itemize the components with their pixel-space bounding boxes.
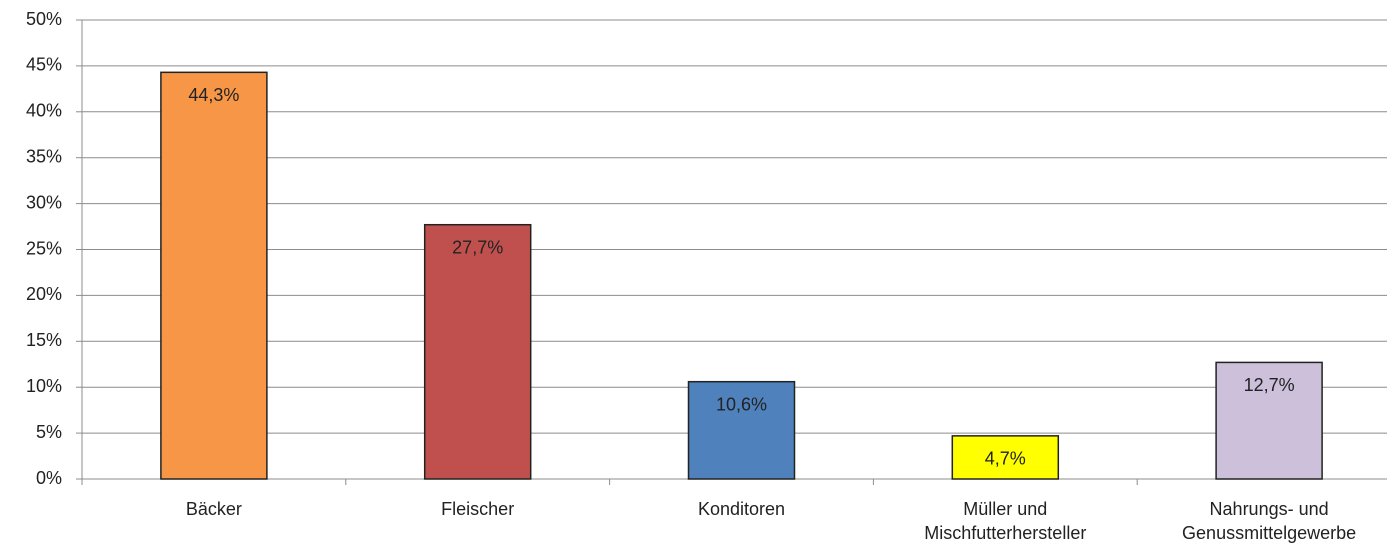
bar	[160, 71, 268, 480]
y-tick-label: 30%	[26, 192, 62, 212]
value-label: 44,3%	[188, 85, 239, 105]
bar	[687, 380, 796, 480]
y-tick-label: 50%	[26, 9, 62, 29]
x-tick-label: Fleischer	[441, 499, 515, 519]
y-tick-label: 0%	[36, 468, 62, 488]
bar	[1215, 361, 1323, 480]
value-label: 10,6%	[716, 394, 767, 414]
value-label: 4,7%	[985, 449, 1026, 469]
y-tick-label: 45%	[26, 55, 62, 75]
bar	[423, 223, 532, 480]
x-tick-label: Konditoren	[697, 499, 786, 519]
x-tick-label: Bäcker	[185, 499, 242, 519]
y-tick-label: 35%	[26, 146, 62, 166]
value-label: 27,7%	[452, 237, 503, 257]
y-tick-label: 20%	[26, 284, 62, 304]
x-tick-label: Müller und Mischfutterhersteller	[924, 499, 1087, 543]
y-tick-label: 5%	[36, 422, 62, 442]
x-tick-label: Nahrungs- und Genussmittelgewerbe	[1182, 499, 1357, 543]
bar	[951, 435, 1060, 480]
y-tick-label: 10%	[26, 376, 62, 396]
y-tick-label: 40%	[26, 101, 62, 121]
value-label: 12,7%	[1244, 375, 1295, 395]
y-tick-label: 15%	[26, 330, 62, 350]
y-tick-label: 25%	[26, 238, 62, 258]
